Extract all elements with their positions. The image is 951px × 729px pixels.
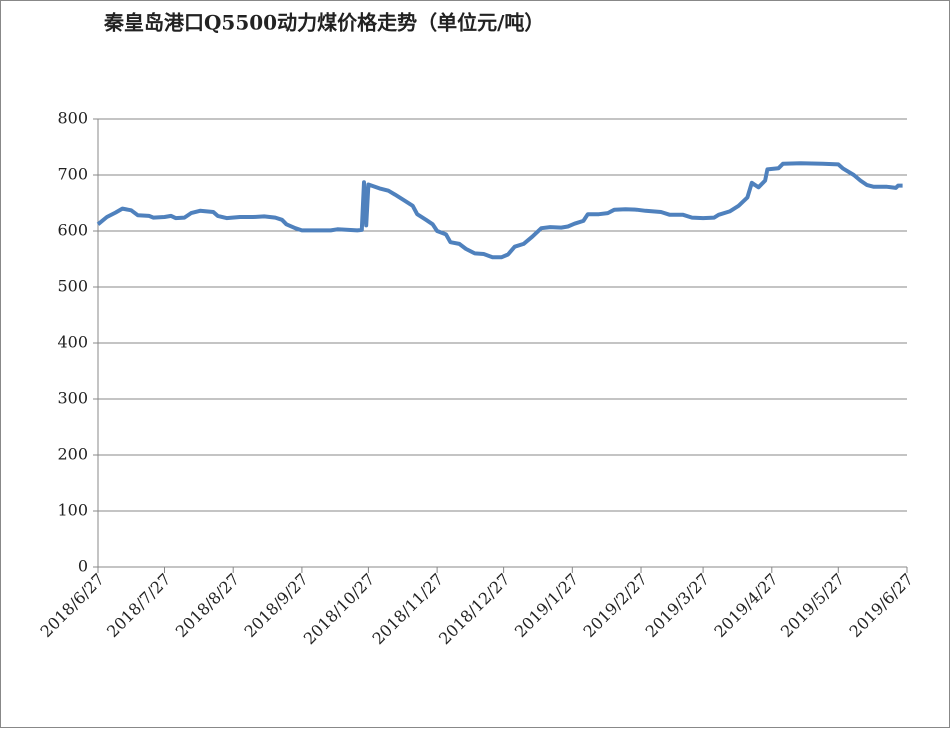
chart-title: 秦皇岛港口Q5500动力煤价格走势（单位元/吨） — [103, 11, 544, 35]
y-tick-label: 200 — [57, 445, 88, 464]
y-tick-label: 500 — [57, 277, 88, 296]
y-tick-label: 700 — [57, 165, 88, 184]
price-line — [96, 161, 903, 260]
y-tick-label: 400 — [57, 333, 88, 352]
y-tick-label: 600 — [57, 221, 88, 240]
y-tick-label: 300 — [57, 389, 88, 408]
y-tick-label: 100 — [57, 501, 88, 520]
y-tick-label: 800 — [57, 109, 88, 128]
y-tick-label: 0 — [78, 557, 88, 576]
